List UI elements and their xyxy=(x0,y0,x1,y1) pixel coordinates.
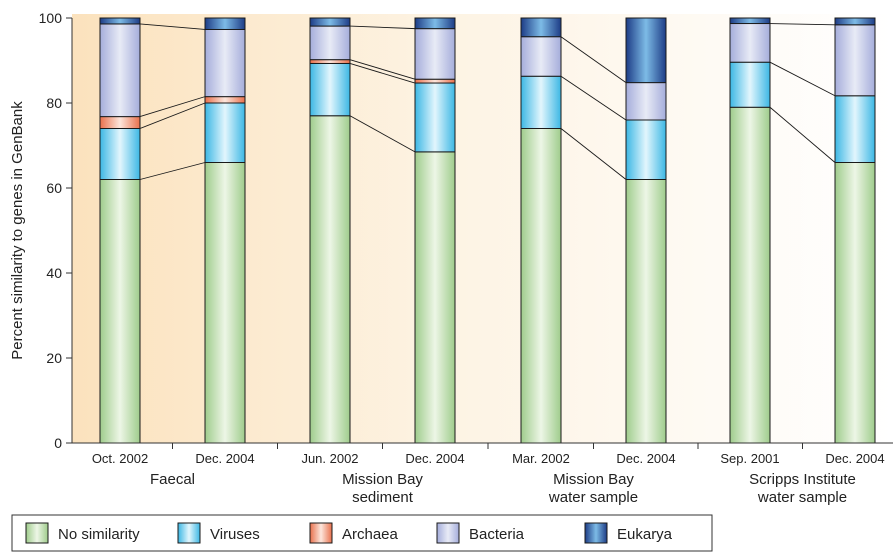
legend-swatch-eukarya xyxy=(584,522,608,544)
legend-label-eukarya: Eukarya xyxy=(617,526,673,543)
connector-1-1 xyxy=(349,63,416,84)
bar-segment-bacteria-0 xyxy=(99,23,141,118)
connector-1-3 xyxy=(349,25,416,30)
bar-segment-archaea-1 xyxy=(204,96,246,104)
bar-segment-viruses-6 xyxy=(729,61,771,108)
bar-segment-no-similarity-2 xyxy=(309,115,351,444)
x-tick-label-4: Mar. 2002 xyxy=(512,451,570,466)
bar-segment-eukarya-6 xyxy=(729,17,771,25)
y-tick-label-100: 100 xyxy=(39,10,63,26)
connector-0-1 xyxy=(139,102,206,129)
y-tick-label-40: 40 xyxy=(46,265,62,281)
bar-segment-bacteria-6 xyxy=(729,23,771,63)
bar-segment-eukarya-1 xyxy=(204,17,246,30)
group-label-2: Mission Bay water sample xyxy=(548,471,638,506)
legend-swatch-archaea xyxy=(309,522,333,544)
connector-0-3 xyxy=(139,23,206,30)
group-label-1: Mission Bay sediment xyxy=(342,471,423,506)
bar-segment-archaea-0 xyxy=(99,116,141,129)
bar-segment-eukarya-4 xyxy=(520,17,562,38)
y-tick-label-60: 60 xyxy=(46,180,62,196)
connector-0-2 xyxy=(139,96,206,118)
bar-segment-no-similarity-0 xyxy=(99,179,141,444)
legend-label-viruses: Viruses xyxy=(210,526,260,543)
bar-segment-viruses-2 xyxy=(309,62,351,117)
bar-segment-viruses-1 xyxy=(204,102,246,163)
bar-segment-eukarya-0 xyxy=(99,17,141,25)
x-tick-label-1: Dec. 2004 xyxy=(195,451,254,466)
connector-1-2 xyxy=(349,59,416,80)
legend-label-bacteria: Bacteria xyxy=(469,526,525,543)
bar-segment-no-similarity-5 xyxy=(625,179,667,444)
legend-swatch-bacteria xyxy=(436,522,460,544)
y-tick-label-0: 0 xyxy=(54,435,62,451)
bar-segment-no-similarity-6 xyxy=(729,106,771,444)
x-tick-label-3: Dec. 2004 xyxy=(405,451,464,466)
group-label-3: Scripps Institute water sample xyxy=(749,471,856,506)
connector-3-1 xyxy=(769,61,836,97)
bar-segment-eukarya-5 xyxy=(625,17,667,84)
bar-segment-bacteria-5 xyxy=(625,82,667,121)
legend-swatch-viruses xyxy=(177,522,201,544)
x-tick-label-5: Dec. 2004 xyxy=(616,451,675,466)
bar-segment-no-similarity-1 xyxy=(204,162,246,444)
connector-3-0 xyxy=(769,106,836,163)
x-tick-label-2: Jun. 2002 xyxy=(301,451,358,466)
bar-segment-archaea-2 xyxy=(309,59,351,64)
connector-2-3 xyxy=(560,36,627,83)
group-label-0: Faecal xyxy=(150,471,195,488)
bar-segment-bacteria-7 xyxy=(834,24,876,97)
legend-label-archaea: Archaea xyxy=(342,526,399,543)
connector-3-3 xyxy=(769,23,836,26)
bar-segment-no-similarity-7 xyxy=(834,162,876,444)
axes: Percent similarity to genes in GenBank 0… xyxy=(9,10,893,506)
x-tick-label-7: Dec. 2004 xyxy=(825,451,884,466)
connector-2-0 xyxy=(560,128,627,180)
bar-segment-viruses-4 xyxy=(520,75,562,129)
connector-2-1 xyxy=(560,75,627,121)
bars xyxy=(99,17,876,444)
legend-label-no-similarity: No similarity xyxy=(58,526,140,543)
bar-segment-eukarya-3 xyxy=(414,17,456,30)
bar-segment-viruses-5 xyxy=(625,119,667,180)
bar-segment-eukarya-7 xyxy=(834,17,876,26)
connector-0-0 xyxy=(139,162,206,180)
connectors xyxy=(139,23,836,180)
bar-segment-no-similarity-3 xyxy=(414,151,456,444)
x-tick-label-0: Oct. 2002 xyxy=(92,451,148,466)
bar-segment-bacteria-2 xyxy=(309,25,351,61)
bar-segment-bacteria-4 xyxy=(520,36,562,77)
bar-segment-bacteria-3 xyxy=(414,28,456,80)
legend-swatch-no-similarity xyxy=(25,522,49,544)
legend: No similarity Viruses Archaea Bacteria Eukar… xyxy=(11,514,713,552)
bar-segment-no-similarity-4 xyxy=(520,128,562,444)
bar-segment-viruses-3 xyxy=(414,82,456,153)
y-axis-label: Percent similarity to genes in GenBank xyxy=(9,101,26,360)
x-tick-label-6: Sep. 2001 xyxy=(720,451,779,466)
bar-segment-bacteria-1 xyxy=(204,28,246,98)
bar-segment-viruses-7 xyxy=(834,95,876,163)
y-tick-label-80: 80 xyxy=(46,95,62,111)
legend-box xyxy=(11,514,713,552)
bar-segment-eukarya-2 xyxy=(309,17,351,27)
connector-1-0 xyxy=(349,115,416,153)
bar-segment-viruses-0 xyxy=(99,128,141,180)
y-tick-label-20: 20 xyxy=(46,350,62,366)
bar-segment-archaea-3 xyxy=(414,78,456,84)
